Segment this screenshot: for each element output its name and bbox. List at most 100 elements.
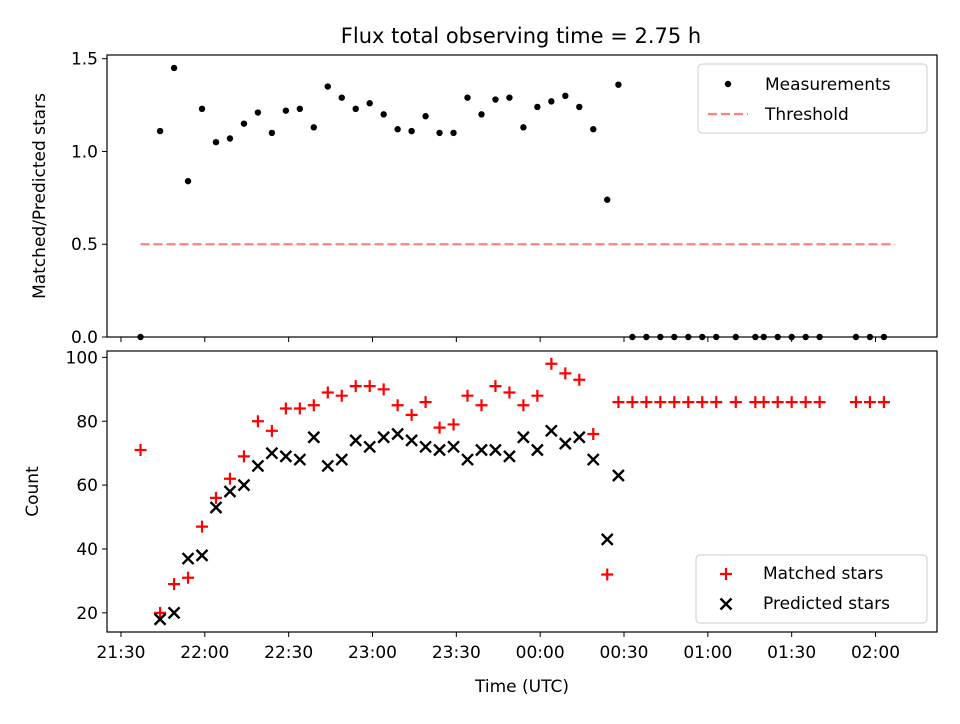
matched-star-point <box>307 399 320 412</box>
y-tick-label: 20 <box>76 604 98 624</box>
matched-star-point <box>475 399 488 412</box>
matched-star-point <box>612 396 625 409</box>
matched-star-point <box>196 520 209 533</box>
measurement-point <box>366 100 373 107</box>
matched-star-point <box>168 578 181 591</box>
matched-star-point <box>710 396 723 409</box>
predicted-star-point <box>531 443 544 457</box>
measurement-point <box>436 129 443 137</box>
predicted-star-point <box>265 446 279 460</box>
x-tick-label: 00:30 <box>600 643 649 663</box>
predicted-star-point <box>612 469 625 482</box>
x-tick-label: 02:00 <box>851 643 900 663</box>
measurement-point <box>338 94 345 101</box>
predicted-star-point <box>461 453 474 466</box>
matched-star-point <box>799 396 812 409</box>
matched-star-point <box>696 396 709 409</box>
matched-star-point <box>279 402 292 415</box>
legend-label: Measurements <box>765 75 891 95</box>
x-tick-label: 22:00 <box>180 643 229 663</box>
matched-star-point <box>349 380 362 393</box>
matched-star-point <box>433 421 446 434</box>
matched-star-point <box>559 367 572 380</box>
matched-star-point <box>813 396 826 409</box>
legend-measurement-marker <box>724 80 732 88</box>
predicted-star-point <box>181 552 195 565</box>
measurement-point <box>604 196 611 203</box>
matched-star-point <box>237 450 250 463</box>
axes-frame <box>106 350 938 633</box>
legend-matched-marker <box>720 568 732 580</box>
matched-star-point <box>682 396 695 409</box>
x-axis-label: Time (UTC) <box>474 677 569 697</box>
matched-star-point <box>771 396 784 409</box>
top-panel: 0.0 0.5 1.0 1.5 Matched/Predicted stars Measu… <box>30 50 938 348</box>
predicted-star-point <box>321 459 335 473</box>
matched-star-point <box>587 428 600 441</box>
measurement-point <box>615 81 622 88</box>
matched-star-point <box>321 386 334 399</box>
measurement-point <box>422 113 429 120</box>
predicted-star-point <box>195 549 209 562</box>
measurement-point <box>310 124 318 131</box>
measurement-point <box>534 103 541 111</box>
predicted-star-point <box>586 453 600 466</box>
matched-star-point <box>223 472 236 485</box>
matched-star-point <box>531 389 544 402</box>
predicted-star-point <box>153 612 167 626</box>
predicted-star-point <box>517 430 530 444</box>
measurement-point <box>296 105 304 113</box>
y-tick-label: 1.0 <box>71 142 98 162</box>
predicted-star-point <box>447 440 460 454</box>
matched-star-point <box>182 571 195 584</box>
matched-star-point <box>729 396 742 409</box>
predicted-star-point <box>433 443 446 457</box>
matched-star-point <box>640 396 653 409</box>
matched-star-point <box>391 399 404 412</box>
measurement-point <box>170 64 178 72</box>
predicted-star-point <box>363 440 377 454</box>
measurement-point <box>324 83 331 90</box>
matched-star-point <box>265 424 278 437</box>
x-tick-label: 01:30 <box>767 643 816 663</box>
y-tick-label: 1.5 <box>71 50 98 70</box>
measurement-point <box>268 129 276 137</box>
predicted-star-point <box>223 485 237 498</box>
y-tick-label: 0.0 <box>71 328 98 348</box>
matched-star-point <box>461 389 474 402</box>
bottom-panel: 20 40 60 80 100 21:30 22:00 22:30 23:00 23:30 00:0… <box>23 348 938 697</box>
matched-star-point <box>654 396 667 409</box>
matched-star-point <box>863 396 876 409</box>
y-tick-label: 100 <box>66 348 98 368</box>
matched-star-point <box>849 396 862 409</box>
matched-star-point <box>877 396 890 409</box>
x-tick-label: 23:00 <box>348 643 397 663</box>
measurement-point <box>548 98 555 105</box>
y-tick-label: 80 <box>76 412 98 432</box>
y-axis-label: Matched/Predicted stars <box>30 93 50 299</box>
matched-star-point <box>785 396 798 409</box>
measurement-point <box>352 105 359 113</box>
matched-star-point <box>363 380 376 393</box>
predicted-star-point <box>544 424 558 438</box>
matched-star-point <box>626 396 639 409</box>
predicted-star-point <box>572 430 586 444</box>
predicted-star-point <box>558 437 572 450</box>
matched-star-point <box>405 408 418 421</box>
matched-star-point <box>601 568 614 581</box>
measurement-point <box>562 92 569 100</box>
y-axis-label: Count <box>23 466 43 517</box>
predicted-star-point <box>349 434 363 447</box>
predicted-star-point <box>335 453 349 466</box>
predicted-star-point <box>209 501 223 514</box>
predicted-star-point <box>377 430 391 444</box>
measurement-point <box>590 126 597 133</box>
matched-star-point <box>757 396 770 409</box>
measurement-point <box>184 177 192 185</box>
measurement-point <box>254 109 262 116</box>
predicted-star-point <box>475 443 488 457</box>
matched-star-point <box>209 491 222 504</box>
axes-frame <box>106 54 938 338</box>
measurement-point <box>156 127 164 135</box>
